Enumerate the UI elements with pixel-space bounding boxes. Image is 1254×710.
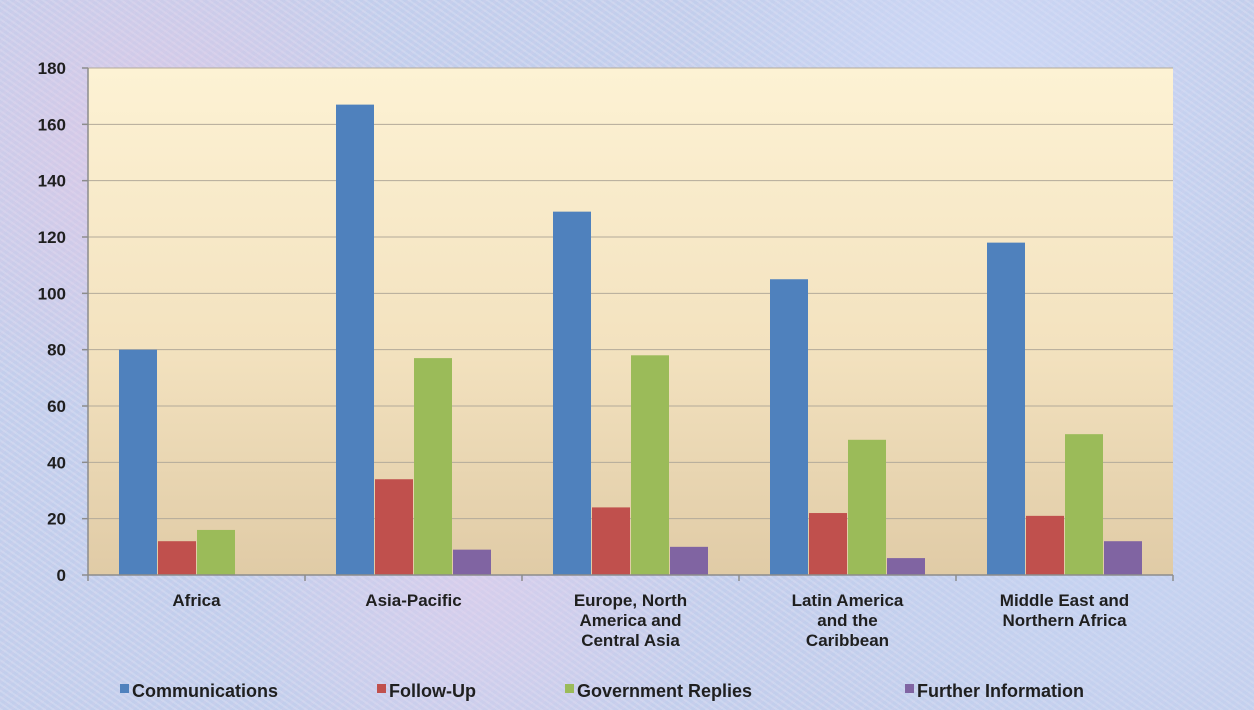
- legend-label: Follow-Up: [389, 681, 476, 701]
- grid-lines: [88, 67, 1173, 520]
- bar-further-information-2: [670, 546, 708, 575]
- category-label: and the: [817, 611, 877, 630]
- bar-communications-4: [987, 242, 1025, 575]
- bar-communications-0: [119, 349, 157, 575]
- bar-government-replies-3: [848, 439, 886, 575]
- category-label: America and: [579, 611, 681, 630]
- bar-government-replies-2: [631, 355, 669, 575]
- category-label: Europe, North: [574, 591, 687, 610]
- y-tick-label: 60: [47, 397, 66, 416]
- bar-communications-3: [770, 279, 808, 575]
- y-tick-labels: 0 20 40 60 80 100 120 140 160 180: [38, 59, 88, 585]
- category-label: Africa: [172, 591, 221, 610]
- bar-follow-up-2: [592, 507, 630, 575]
- bar-follow-up-0: [158, 541, 196, 575]
- y-tick-label: 120: [38, 228, 66, 247]
- category-label: Central Asia: [581, 631, 680, 650]
- bar-follow-up-4: [1026, 515, 1064, 575]
- axes: [87, 68, 1173, 576]
- bar-government-replies-4: [1065, 434, 1103, 575]
- bars: [119, 104, 1142, 575]
- legend-swatch: [565, 684, 574, 693]
- category-label: Latin America: [792, 591, 904, 610]
- bar-further-information-1: [453, 549, 491, 575]
- bar-follow-up-3: [809, 513, 847, 575]
- y-tick-label: 160: [38, 115, 66, 134]
- category-label: Asia-Pacific: [365, 591, 461, 610]
- legend-swatch: [120, 684, 129, 693]
- category-label: Northern Africa: [1002, 611, 1127, 630]
- category-label: Caribbean: [806, 631, 889, 650]
- y-tick-label: 20: [47, 510, 66, 529]
- bar-follow-up-1: [375, 479, 413, 575]
- legend-swatch: [377, 684, 386, 693]
- category-label: Middle East and: [1000, 591, 1129, 610]
- y-tick-label: 0: [57, 566, 66, 585]
- bar-further-information-4: [1104, 541, 1142, 575]
- bar-further-information-3: [887, 558, 925, 575]
- legend: Communications Follow-Up Government Replie…: [120, 681, 1084, 701]
- y-tick-label: 40: [47, 453, 66, 472]
- legend-label: Government Replies: [577, 681, 752, 701]
- bar-government-replies-0: [197, 529, 235, 575]
- bar-communications-1: [336, 104, 374, 575]
- y-tick-label: 100: [38, 284, 66, 303]
- bar-government-replies-1: [414, 358, 452, 575]
- bar-communications-2: [553, 211, 591, 575]
- legend-label: Communications: [132, 681, 278, 701]
- y-tick-label: 140: [38, 172, 66, 191]
- y-tick-label: 180: [38, 59, 66, 78]
- x-tick-marks: [87, 575, 1174, 581]
- legend-label: Further Information: [917, 681, 1084, 701]
- y-tick-label: 80: [47, 341, 66, 360]
- legend-swatch: [905, 684, 914, 693]
